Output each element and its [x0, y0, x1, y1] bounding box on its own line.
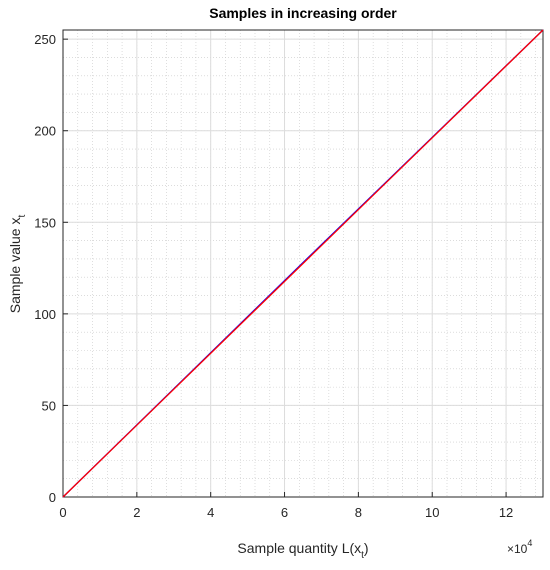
y-label-main: Sample value x: [7, 218, 23, 314]
x-tick-label: 4: [207, 505, 214, 520]
x-label-sub: t: [361, 550, 364, 561]
y-tick-label: 250: [34, 32, 56, 47]
y-tick-label: 100: [34, 307, 56, 322]
y-tick-label: 0: [49, 490, 56, 505]
chart-title: Samples in increasing order: [209, 5, 397, 21]
x-tick-label: 6: [281, 505, 288, 520]
y-tick-label: 200: [34, 124, 56, 139]
x-tick-label: 0: [59, 505, 66, 520]
x-axis-label: Sample quantity L(xt): [237, 540, 368, 561]
series-line: [62, 29, 544, 498]
y-label-sub: t: [17, 215, 28, 218]
x-multiplier-base: ×10: [507, 542, 528, 556]
x-tick-label: 12: [499, 505, 513, 520]
y-tick-label: 50: [42, 398, 56, 413]
x-tick-label: 10: [425, 505, 439, 520]
x-tick-label: 8: [355, 505, 362, 520]
x-label-main: Sample quantity L(x: [237, 540, 361, 556]
plot-frame: [62, 29, 544, 498]
x-multiplier-exponent: 4: [527, 538, 532, 548]
y-axis-label: Sample value xt: [7, 215, 28, 314]
x-label-tail: ): [364, 540, 369, 556]
x-tick-label: 2: [133, 505, 140, 520]
x-multiplier: ×104: [507, 538, 532, 556]
y-tick-label: 150: [34, 215, 56, 230]
